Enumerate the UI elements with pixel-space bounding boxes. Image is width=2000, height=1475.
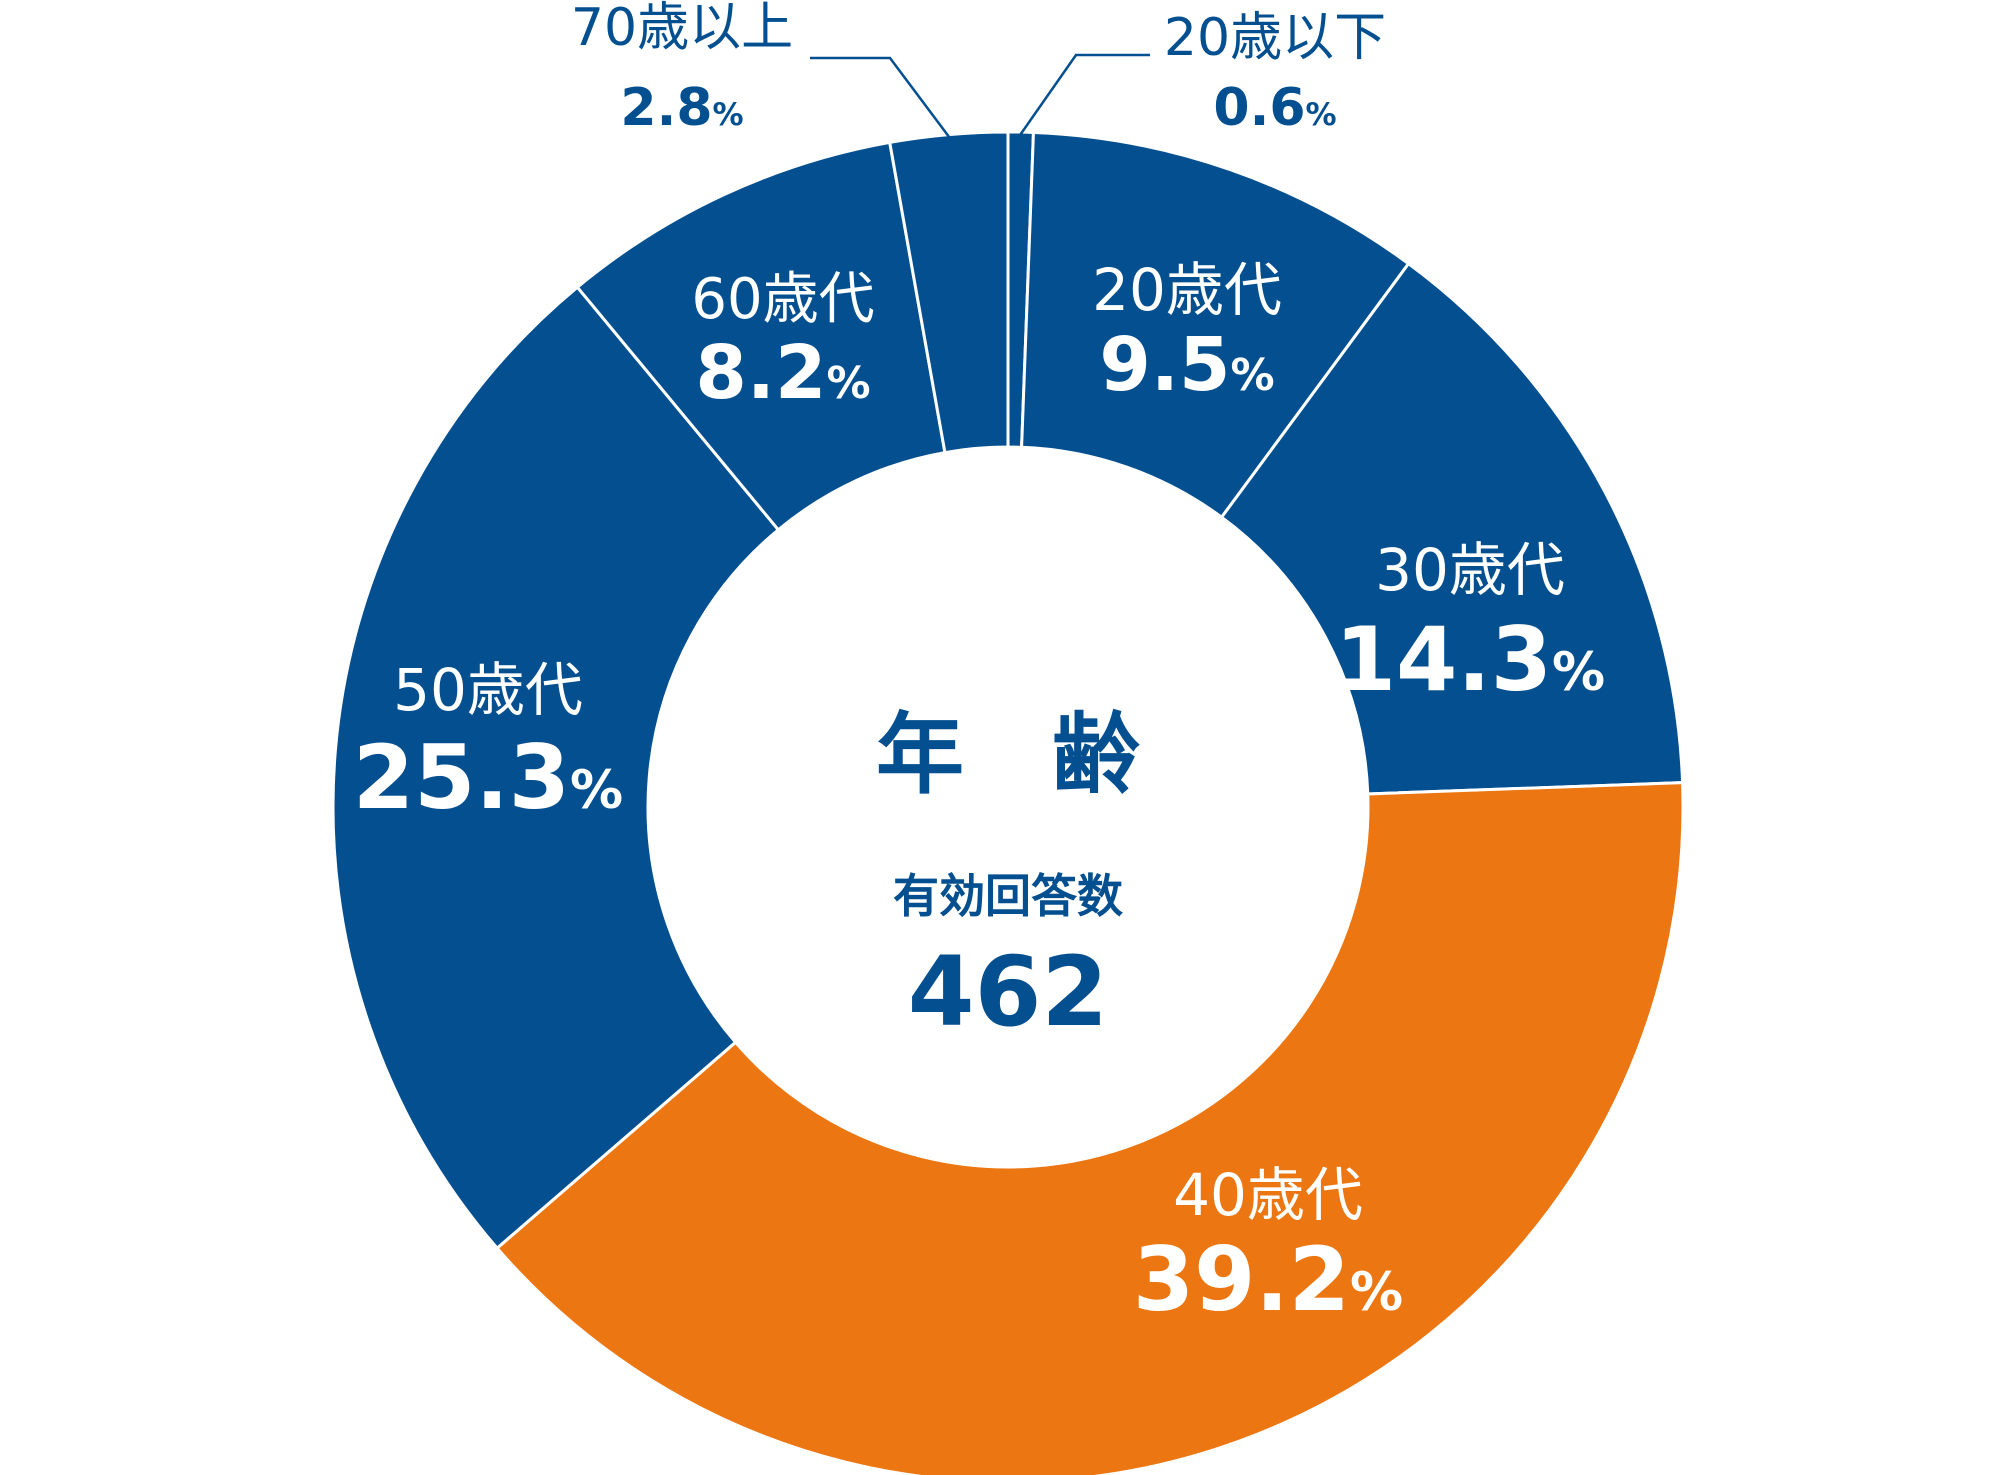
slice-unit-3: % bbox=[1552, 642, 1605, 703]
slice-2 bbox=[1020, 130, 1411, 520]
slice-7 bbox=[888, 130, 1010, 455]
leader-lines-group bbox=[810, 53, 1150, 138]
slice-value-1: 0.6% bbox=[1213, 78, 1336, 138]
slice-unit-6: % bbox=[827, 358, 871, 409]
slice-unit-2: % bbox=[1231, 350, 1275, 401]
slice-label-5: 50歳代 bbox=[393, 656, 583, 724]
slice-unit-4: % bbox=[1350, 1262, 1403, 1323]
slice-unit-7: % bbox=[713, 97, 744, 133]
slice-value-7: 2.8% bbox=[620, 78, 743, 138]
labels-group: 20歳以下0.6%20歳代9.5%30歳代14.3%40歳代39.2%50歳代2… bbox=[353, 0, 1605, 1331]
slice-unit-5: % bbox=[570, 760, 623, 821]
slice-label-2: 20歳代 bbox=[1092, 256, 1282, 324]
leader-line-7 bbox=[810, 56, 950, 138]
center-total: 462 bbox=[908, 936, 1108, 1048]
slice-label-6: 60歳代 bbox=[691, 267, 874, 332]
slice-3 bbox=[1219, 261, 1685, 796]
slice-label-4: 40歳代 bbox=[1173, 1161, 1363, 1229]
slices-group bbox=[331, 130, 1685, 1475]
slice-label-3: 30歳代 bbox=[1375, 536, 1565, 604]
slice-4 bbox=[494, 781, 1685, 1475]
slice-6 bbox=[575, 140, 947, 532]
slice-5 bbox=[331, 285, 781, 1251]
slice-label-1: 20歳以下 bbox=[1164, 8, 1386, 68]
slice-label-7: 70歳以上 bbox=[571, 0, 793, 58]
slice-unit-1: % bbox=[1306, 97, 1337, 133]
leader-line-1 bbox=[1019, 53, 1150, 135]
center-title: 年 齢 bbox=[876, 703, 1140, 806]
center-subtitle: 有効回答数 bbox=[893, 869, 1123, 923]
